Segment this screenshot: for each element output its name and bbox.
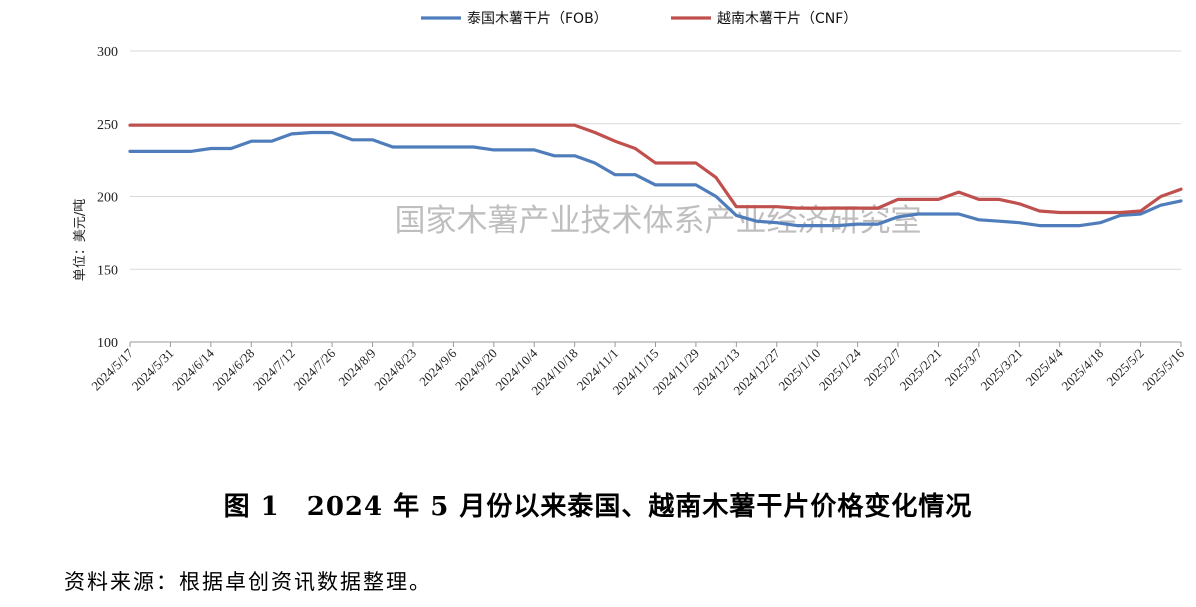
legend-entry-1: 泰国木薯干片（FOB） xyxy=(467,11,608,27)
y-tick-label: 200 xyxy=(97,191,118,206)
series-lines xyxy=(128,123,1183,228)
y-tick-label: 150 xyxy=(97,263,118,278)
x-tick-label: 2025/5/16 xyxy=(1139,345,1187,393)
gridlines xyxy=(130,50,1181,343)
figure-caption: 图 1 2024 年 5 月份以来泰国、越南木薯干片价格变化情况 xyxy=(223,492,973,522)
x-tick-label: 2024/5/17 xyxy=(88,345,136,393)
y-tick-label: 100 xyxy=(97,336,118,351)
x-tick-label: 2025/2/21 xyxy=(897,346,945,394)
data-source-note: 资料来源：根据卓创资讯数据整理。 xyxy=(64,570,432,594)
x-tick-label: 2024/6/14 xyxy=(169,345,217,393)
series-line-2 xyxy=(128,123,1183,215)
x-tick-label: 2024/5/31 xyxy=(129,346,177,394)
x-tick-label: 2024/8/23 xyxy=(371,346,419,394)
legend: 泰国木薯干片（FOB） 越南木薯干片（CNF） xyxy=(421,11,857,27)
x-tick-label: 2025/1/24 xyxy=(816,345,864,393)
x-axis-ticks: 2024/5/172024/5/312024/6/142024/6/282024… xyxy=(88,342,1187,398)
x-tick-label: 2024/7/12 xyxy=(250,346,298,394)
x-tick-label: 2025/3/21 xyxy=(978,346,1026,394)
y-tick-label: 250 xyxy=(97,118,118,133)
series-line-1 xyxy=(128,130,1183,228)
y-tick-label: 300 xyxy=(97,45,118,60)
y-axis-label: 单位：美元/吨 xyxy=(73,199,88,281)
x-tick-label: 2025/1/10 xyxy=(775,346,823,394)
x-tick-label: 2024/7/26 xyxy=(290,345,338,393)
x-tick-label: 2024/9/20 xyxy=(452,346,500,394)
x-tick-label: 2024/6/28 xyxy=(209,346,257,394)
legend-entry-2: 越南木薯干片（CNF） xyxy=(717,11,857,27)
y-axis-ticks: 100 150 200 250 300 xyxy=(97,45,118,351)
x-tick-label: 2025/4/18 xyxy=(1058,346,1106,394)
